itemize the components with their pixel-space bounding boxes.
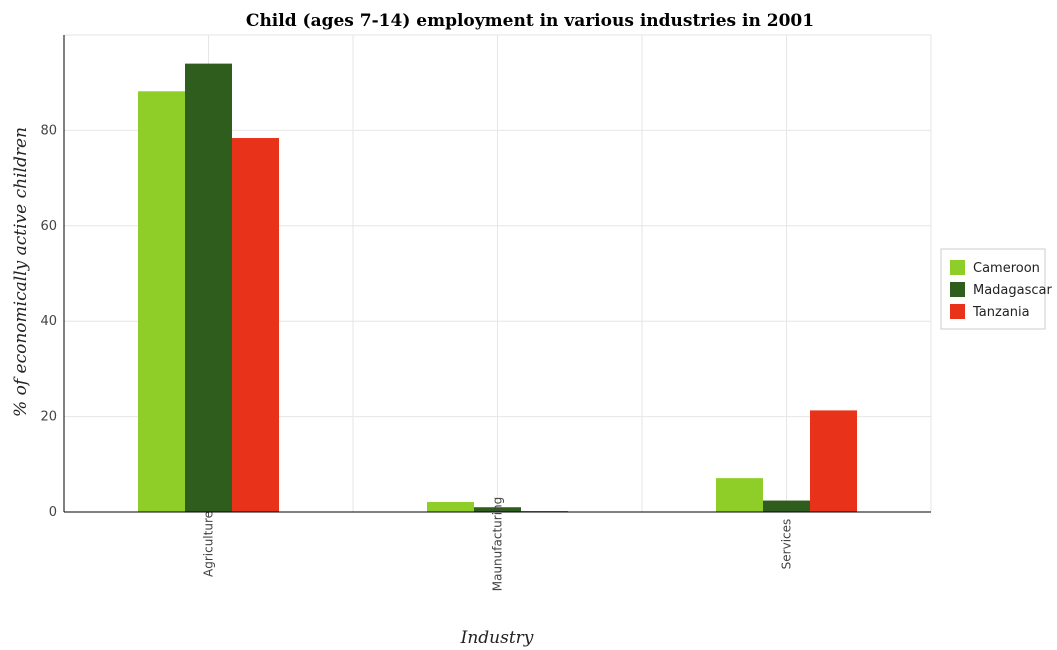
y-tick-label: 80 bbox=[40, 123, 57, 138]
y-tick-label: 0 bbox=[49, 505, 57, 520]
x-tick-label: Agriculture bbox=[202, 511, 216, 577]
bar-madagascar-services bbox=[763, 500, 810, 512]
y-tick-label: 60 bbox=[40, 219, 57, 234]
legend-swatch-tanzania bbox=[950, 304, 965, 319]
y-tick-label: 40 bbox=[40, 314, 57, 329]
legend-swatch-cameroon bbox=[950, 260, 965, 275]
legend-swatch-madagascar bbox=[950, 282, 965, 297]
x-axis-label: Industry bbox=[460, 628, 534, 648]
bar-tanzania-agriculture bbox=[232, 138, 279, 513]
bar-cameroon-maunufacturing bbox=[427, 501, 474, 512]
bar-cameroon-services bbox=[716, 478, 763, 512]
bar-madagascar-maunufacturing bbox=[474, 507, 521, 512]
y-tick-label: 20 bbox=[40, 410, 57, 425]
bar-tanzania-services bbox=[810, 410, 857, 512]
bar-madagascar-agriculture bbox=[185, 63, 232, 513]
y-axis-label: % of economically active children bbox=[11, 127, 31, 417]
chart-title: Child (ages 7-14) employment in various … bbox=[246, 11, 814, 31]
legend-label-cameroon: Cameroon bbox=[973, 261, 1040, 276]
bars bbox=[138, 63, 857, 513]
bar-cameroon-agriculture bbox=[138, 91, 185, 512]
legend-label-madagascar: Madagascar bbox=[973, 283, 1053, 298]
legend: Cameroon Madagascar Tanzania bbox=[940, 248, 1053, 330]
legend-label-tanzania: Tanzania bbox=[972, 305, 1030, 320]
x-tick-label: Maunufacturing bbox=[491, 497, 505, 592]
axes: 0 20 40 60 80 Agriculture Maunufacturing Servic… bbox=[40, 35, 931, 591]
x-tick-label: Services bbox=[780, 519, 794, 570]
